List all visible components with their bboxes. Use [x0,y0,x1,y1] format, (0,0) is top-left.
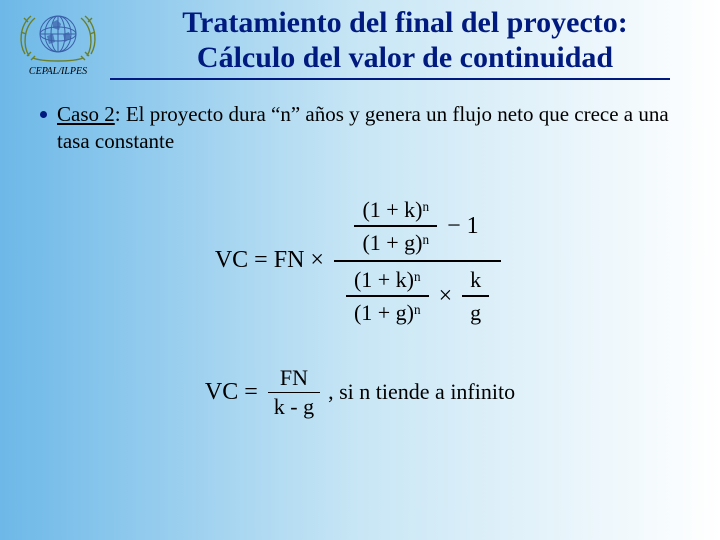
formula-2: VC = FN k - g , si n tiende a infinito [205,364,515,421]
f1-ratio-den: (1 + k)n (1 + g)n [346,264,429,329]
f1-num-1pg: (1 + g)n [354,227,437,259]
logo-caption: CEPAL/ILPES [29,66,87,77]
f2-eq: = [244,379,258,406]
f1-den-1pk: (1 + k)n [346,264,429,296]
f2-num: FN [274,364,314,392]
bullet-dot-icon [40,111,47,118]
body: Caso 2: El proyecto dura “n” años y gene… [0,77,720,421]
f2-den: k - g [268,393,320,421]
f1-main-den: (1 + k)n (1 + g)n × k g [334,262,501,331]
title-underline [110,78,670,80]
slide: CEPAL/ILPES Tratamiento del final del pr… [0,0,720,540]
title-line-2: Cálculo del valor de continuidad [108,41,702,76]
f1-kg-frac: k g [462,264,489,329]
bullet-item: Caso 2: El proyecto dura “n” años y gene… [40,101,680,156]
case-label: Caso 2 [57,102,115,126]
f1-times-1: × [310,247,324,274]
formula-1: VC = FN × (1 + k)n (1 + g)n − 1 [215,192,505,331]
case-rest: El proyecto dura “n” años y genera un fl… [57,102,669,153]
formula-area: VC = FN × (1 + k)n (1 + g)n − 1 [40,192,680,421]
f1-g: g [462,297,489,329]
f1-eq: = [254,247,268,274]
f1-lhs: VC [215,247,248,274]
bullet-text: Caso 2: El proyecto dura “n” años y gene… [57,101,680,156]
f1-main-num: (1 + k)n (1 + g)n − 1 [342,192,492,261]
f2-tail: , si n tiende a infinito [328,379,515,405]
f2-fraction: FN k - g [268,364,320,421]
f1-fn: FN [274,247,305,274]
un-logo-icon [13,4,103,64]
f1-num-1pk: (1 + k)n [354,194,437,226]
logo-block: CEPAL/ILPES [8,4,108,77]
case-sep: : [115,102,126,126]
title-line-1: Tratamiento del final del proyecto: [108,6,702,41]
f1-times-2: × [439,281,453,311]
f1-ratio-num: (1 + k)n (1 + g)n [354,194,437,259]
f1-main-fraction: (1 + k)n (1 + g)n − 1 (1 + k)n (1 + g)n [334,192,501,331]
f2-lhs: VC [205,379,238,406]
slide-title: Tratamiento del final del proyecto: Cálc… [108,4,712,75]
header: CEPAL/ILPES Tratamiento del final del pr… [0,0,720,77]
f1-minus-one: − 1 [447,211,479,241]
f1-den-1pg: (1 + g)n [346,297,429,329]
f1-k: k [462,264,489,296]
